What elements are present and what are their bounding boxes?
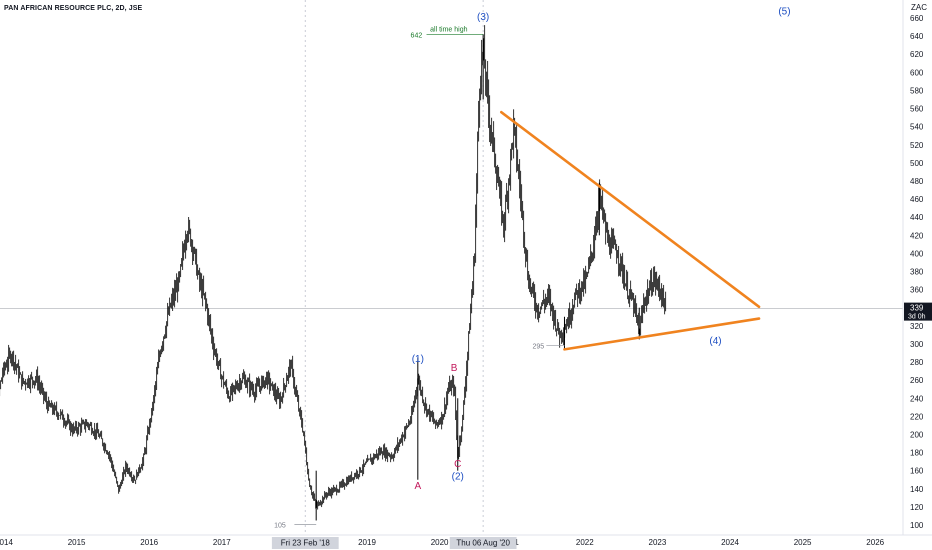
trendlines: [500, 110, 761, 351]
wave-label: C: [454, 459, 461, 470]
price-tick-label: 260: [910, 376, 924, 385]
price-tick-label: 620: [910, 50, 924, 59]
last-price-label: 339: [910, 304, 924, 313]
price-tick-label: 500: [910, 159, 924, 168]
price-tick-label: 120: [910, 503, 924, 512]
last-price-countdown: 3d 0h: [908, 314, 926, 321]
highlight-date-label: Fri 23 Feb '18: [281, 539, 331, 548]
grid: [0, 0, 903, 535]
price-tick-label: 400: [910, 249, 924, 258]
time-tick-label: 2022: [576, 538, 594, 547]
ath-value: 642: [411, 32, 423, 39]
price-tick-label: 560: [910, 105, 924, 114]
price-tick-label: 520: [910, 141, 924, 150]
time-axis: 2014201520162017201920200212022202320242…: [0, 534, 932, 549]
price-tick-label: 240: [910, 394, 924, 403]
time-tick-label: 2015: [68, 538, 86, 547]
wave-label: (2): [452, 472, 464, 483]
price-tick-label: 420: [910, 231, 924, 240]
chart-title: PAN AFRICAN RESOURCE PLC, 2D, JSE: [4, 5, 143, 12]
price-tick-label: 280: [910, 358, 924, 367]
price-tick-label: 460: [910, 195, 924, 204]
price-tick-label: 580: [910, 86, 924, 95]
wave-label: (5): [778, 6, 790, 17]
annotations: all time high 642 105 295 (1) (2) (3) (4) (5) A B C: [274, 6, 790, 529]
last-price-box: [904, 302, 932, 321]
highlight-date-box: [449, 537, 517, 549]
time-tick-label: 2026: [866, 538, 884, 547]
highlight-date-label: Thu 06 Aug '20: [456, 539, 510, 548]
time-tick-label: 2024: [721, 538, 739, 547]
price-tick-label: 200: [910, 430, 924, 439]
price-tick-label: 320: [910, 322, 924, 331]
highlight-date-box: [271, 537, 339, 549]
triangle-trendline: [500, 110, 761, 309]
price-axis: 1001201401601802002202402602803003203403…: [902, 0, 932, 535]
price-tick-label: 640: [910, 32, 924, 41]
price-tick-label: 360: [910, 286, 924, 295]
price-tick-label: 180: [910, 449, 924, 458]
price-tick-label: 100: [910, 521, 924, 530]
candles: [0, 25, 667, 521]
price-tick-label: 220: [910, 412, 924, 421]
wave-label: (4): [709, 336, 721, 347]
mid-low-value: 295: [533, 343, 545, 350]
wave-label: A: [414, 481, 421, 492]
currency-label: ZAC: [911, 3, 927, 12]
price-tick-label: 540: [910, 123, 924, 132]
wave-label: (1): [412, 354, 424, 365]
price-tick-label: 140: [910, 485, 924, 494]
price-tick-label: 480: [910, 177, 924, 186]
time-tick-label: 2025: [794, 538, 812, 547]
wave-label: (3): [477, 12, 489, 23]
price-tick-label: 300: [910, 340, 924, 349]
price-tick-label: 440: [910, 213, 924, 222]
price-tick-label: 160: [910, 467, 924, 476]
time-tick-label: 2016: [140, 538, 158, 547]
time-tick-label: 2019: [358, 538, 376, 547]
triangle-trendline: [563, 317, 761, 351]
price-tick-label: 660: [910, 14, 924, 23]
time-tick-label: 2020: [431, 538, 449, 547]
time-tick-label: 2023: [649, 538, 667, 547]
time-tick-label: 2017: [213, 538, 231, 547]
price-tick-label: 600: [910, 68, 924, 77]
low-value: 105: [274, 522, 286, 529]
price-tick-label: 380: [910, 268, 924, 277]
wave-label: B: [451, 363, 458, 374]
ath-label: all time high: [430, 26, 467, 33]
